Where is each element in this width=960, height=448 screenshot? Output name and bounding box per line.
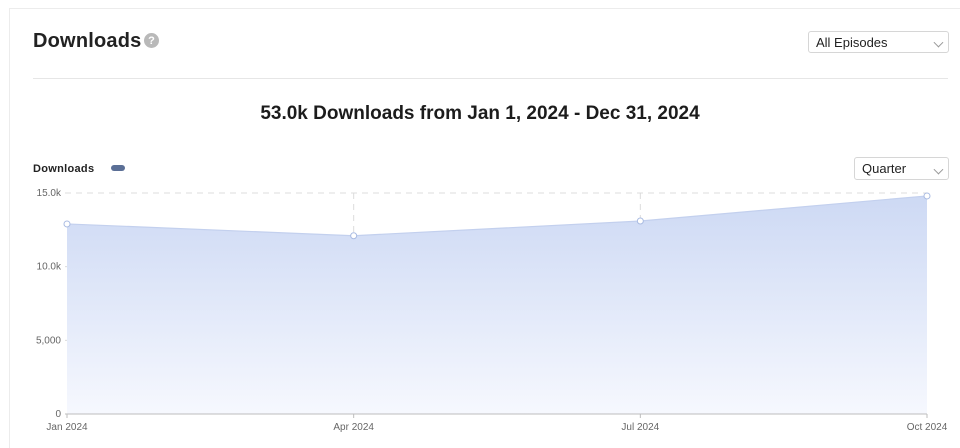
- data-point[interactable]: [923, 192, 931, 200]
- y-tick-label: 5,000: [36, 335, 61, 346]
- y-tick-label: 0: [55, 409, 61, 420]
- x-tick-label: Oct 2024: [907, 422, 948, 433]
- page-title: Downloads: [33, 30, 142, 52]
- y-tick-label: 15.0k: [37, 188, 62, 199]
- data-point[interactable]: [636, 217, 644, 225]
- x-tick-label: Apr 2024: [333, 422, 374, 433]
- downloads-card: [9, 8, 960, 448]
- legend-label: Downloads: [33, 163, 95, 175]
- x-tick-label: Jan 2024: [46, 422, 88, 433]
- x-tick-label: Jul 2024: [621, 422, 659, 433]
- data-point[interactable]: [63, 220, 71, 228]
- data-point[interactable]: [350, 232, 358, 240]
- episode-select[interactable]: All Episodes: [808, 31, 949, 53]
- header-divider: [33, 78, 948, 79]
- area-series-fill: [67, 195, 927, 414]
- chart-axes: 0 5,000 10.0k 15.0k Jan 2024 Apr 2024 Jul 2024…: [36, 188, 948, 433]
- area-series-line: [66, 195, 928, 237]
- y-tick-label: 10.0k: [37, 262, 62, 273]
- legend-swatch: [111, 165, 125, 171]
- interval-select[interactable]: Quarter: [854, 157, 949, 180]
- downloads-summary-headline: 53.0k Downloads from Jan 1, 2024 - Dec 3…: [260, 103, 700, 124]
- chart-points: [63, 192, 931, 240]
- interval-select-value: Quarter: [862, 161, 907, 176]
- episode-select-value: All Episodes: [816, 34, 888, 50]
- question-circle-icon[interactable]: ?: [144, 33, 159, 48]
